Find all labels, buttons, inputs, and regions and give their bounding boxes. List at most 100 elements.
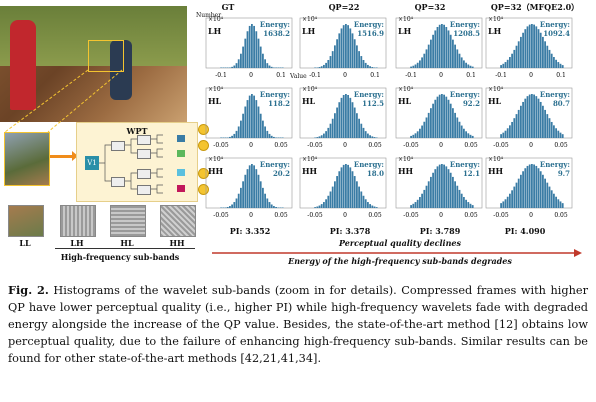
histogram-bar [548, 118, 551, 138]
histogram-bar [246, 31, 249, 68]
subband-caption: High-frequency sub-bands [60, 252, 180, 262]
histogram-bar [412, 65, 415, 68]
histogram-bar [544, 178, 546, 208]
histogram-bar [318, 67, 321, 68]
histogram-bar [445, 166, 448, 208]
histogram-bar [432, 103, 434, 138]
histogram-bar [345, 94, 347, 138]
histogram-bar [362, 59, 365, 68]
scale-label: ×10⁴ [302, 16, 318, 23]
histogram-bar [430, 108, 432, 138]
histogram-bar [528, 24, 531, 68]
histogram-bar [369, 135, 371, 138]
histogram-bar [342, 164, 345, 208]
tick-label: 0 [439, 212, 443, 219]
scale-label: ×10⁴ [208, 86, 224, 93]
cropped-patch-image [4, 132, 50, 186]
histogram-bar [257, 106, 260, 138]
histogram-bar [445, 96, 448, 138]
histogram-bar [329, 191, 332, 208]
subband-label: LH [70, 238, 84, 248]
histogram-bar [349, 167, 352, 208]
histogram-bar [327, 195, 330, 208]
histogram-bar [281, 137, 284, 138]
histogram-bar [246, 100, 249, 138]
wpt-tree-lines [99, 134, 163, 194]
zoom-box [88, 40, 124, 72]
histogram-bar [537, 29, 540, 68]
histogram-bar [253, 165, 255, 208]
histogram-bar [242, 181, 244, 208]
histogram-bar [509, 57, 511, 68]
histogram-bar [364, 131, 367, 138]
histogram-bar [356, 113, 358, 138]
histogram-bar [224, 137, 227, 138]
histogram-bar [237, 193, 240, 208]
histogram-bar [557, 62, 560, 68]
histogram-bar [452, 108, 454, 138]
histogram-bar [240, 187, 242, 208]
histogram-bar [279, 67, 282, 68]
filter-node [137, 149, 151, 159]
histogram-bar [542, 174, 544, 208]
scale-label: ×10⁴ [302, 156, 318, 163]
subband-label: HL [120, 238, 134, 248]
subband-ll-image [8, 205, 44, 237]
histogram-bar [349, 97, 352, 138]
histogram-bar [375, 207, 378, 208]
histogram-bar [242, 113, 244, 138]
histogram-bar [410, 66, 412, 68]
tick-label: -0.05 [213, 212, 229, 219]
histogram-bar [416, 131, 419, 138]
histogram-bar [559, 201, 562, 208]
pi-value: PI: 3.789 [419, 226, 461, 236]
histogram-bar [277, 67, 280, 68]
histogram-bar [546, 45, 549, 68]
histogram-bar [264, 193, 266, 208]
tick-label: 0 [529, 142, 533, 149]
subband-divider [55, 248, 195, 249]
histogram-bar [325, 131, 327, 138]
histogram-bar [535, 96, 538, 138]
scale-label: ×10⁴ [398, 16, 414, 23]
histogram-bar [351, 102, 354, 138]
histogram-bar [533, 94, 535, 138]
histogram-bar [425, 49, 428, 68]
histogram-bar [511, 121, 513, 138]
histogram-bar [375, 137, 378, 138]
band-label: HL [208, 96, 222, 106]
tick-label: 0.05 [368, 212, 382, 219]
histogram-bar [555, 196, 557, 208]
output-node-cyan [177, 169, 185, 176]
histogram-bar [522, 171, 524, 208]
histogram-panel: -0.05 0 0.05 [485, 157, 573, 219]
histogram-bar [327, 59, 330, 68]
histogram-bar [436, 26, 439, 68]
histogram-bar [235, 63, 238, 68]
histogram-bar [419, 60, 421, 68]
band-label: LH [488, 26, 502, 36]
player-dribbling [110, 40, 132, 100]
histogram-panel: -0.05 0 0.05 [395, 87, 483, 149]
tick-label: 0.05 [554, 142, 568, 149]
circle-node [198, 168, 209, 179]
wpt-title: WPT [126, 126, 148, 136]
histogram-bar [456, 49, 459, 68]
scale-label: ×10⁴ [302, 86, 318, 93]
trend-arrow [212, 249, 582, 257]
histogram-bar [463, 60, 465, 68]
energy-label: Energy: 1516.9 [353, 20, 384, 38]
histogram-bar [419, 128, 421, 138]
energy-label: Energy: 9.7 [539, 160, 570, 178]
tick-label: 0.1 [276, 72, 286, 79]
output-node-magenta [177, 185, 185, 192]
tick-label: 0.05 [554, 212, 568, 219]
scale-label: ×10⁴ [488, 156, 504, 163]
histogram-bar [240, 120, 242, 138]
histogram-bar [438, 24, 441, 69]
histogram-bar [329, 123, 332, 138]
band-label: LH [208, 26, 222, 36]
histogram-bar [373, 137, 376, 138]
histogram-panel: -0.05 0 0.05 [299, 87, 387, 149]
histogram-bar [456, 117, 459, 138]
